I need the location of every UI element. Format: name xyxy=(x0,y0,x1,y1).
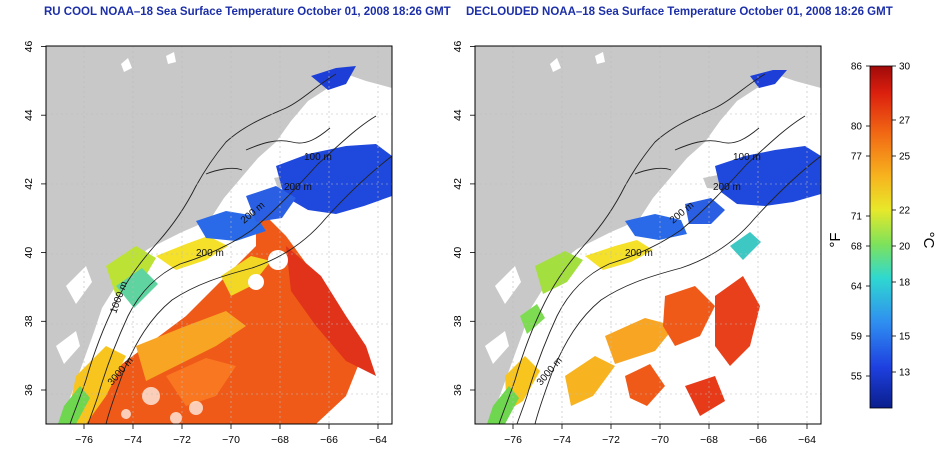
celsius-tick-label: 20 xyxy=(899,242,911,253)
left-axes: −76 −74 −72 −70 −68 −66 −64 36 38 40 42 44 46 xyxy=(23,41,387,446)
fahrenheit-unit-label: °F xyxy=(827,232,844,247)
right-map-panel: 100 m 200 m 200 m 200 m 3000 m xyxy=(475,46,821,424)
y-tick-label: 42 xyxy=(23,178,35,190)
y-tick-label: 44 xyxy=(23,109,35,121)
fahrenheit-tick-label: 71 xyxy=(851,212,863,223)
y-tick-label: 40 xyxy=(452,247,464,259)
x-tick-label: −70 xyxy=(651,434,669,446)
y-tick-label: 38 xyxy=(452,315,464,327)
right-axes: −76 −74 −72 −70 −68 −66 −64 36 38 40 42 44 46 xyxy=(452,41,816,446)
x-tick-label: −64 xyxy=(798,434,816,446)
celsius-unit-label: °C xyxy=(920,232,937,249)
celsius-tick-label: 30 xyxy=(899,62,911,73)
contour-label: 200 m xyxy=(284,182,312,193)
x-tick-label: −72 xyxy=(602,434,620,446)
left-map-panel: 100 m 200 m 200 m 200 m 1000 m 3000 m xyxy=(46,46,392,424)
y-tick-label: 36 xyxy=(452,384,464,396)
y-tick-label: 44 xyxy=(452,109,464,121)
x-tick-label: −68 xyxy=(700,434,718,446)
right-sst-field xyxy=(487,70,821,424)
contour-label: 100 m xyxy=(733,152,761,163)
right-map-title: DECLOUDED NOAA–18 Sea Surface Temperatur… xyxy=(466,6,893,18)
contour-label: 100 m xyxy=(304,152,332,163)
fahrenheit-tick-label: 59 xyxy=(851,332,863,343)
x-tick-label: −76 xyxy=(504,434,522,446)
fahrenheit-tick-label: 77 xyxy=(851,152,863,163)
x-tick-label: −64 xyxy=(369,434,387,446)
y-tick-label: 36 xyxy=(23,384,35,396)
celsius-tick-label: 27 xyxy=(899,116,911,127)
celsius-tick-label: 25 xyxy=(899,152,911,163)
y-tick-label: 40 xyxy=(23,247,35,259)
y-tick-label: 42 xyxy=(452,178,464,190)
x-tick-label: −70 xyxy=(222,434,240,446)
x-tick-label: −72 xyxy=(173,434,191,446)
x-tick-label: −74 xyxy=(553,434,571,446)
x-tick-label: −66 xyxy=(320,434,338,446)
x-tick-label: −68 xyxy=(271,434,289,446)
left-sst-field xyxy=(58,66,392,424)
left-map-title: RU COOL NOAA–18 Sea Surface Temperature … xyxy=(44,6,451,18)
x-tick-label: −76 xyxy=(75,434,93,446)
fahrenheit-tick-label: 80 xyxy=(851,122,863,133)
x-tick-label: −66 xyxy=(749,434,767,446)
left-map-frame xyxy=(45,45,393,425)
right-map-frame xyxy=(474,45,822,425)
contour-label: 200 m xyxy=(196,248,224,259)
fahrenheit-tick-label: 86 xyxy=(851,62,863,73)
colorbar: 30 27 25 22 20 18 15 13 86 80 77 71 68 64 59 55 °F °C xyxy=(827,62,937,409)
contour-label: 200 m xyxy=(713,182,741,193)
celsius-tick-label: 22 xyxy=(899,206,911,217)
y-tick-label: 38 xyxy=(23,315,35,327)
y-tick-label: 46 xyxy=(23,41,35,53)
celsius-tick-label: 18 xyxy=(899,278,911,289)
x-tick-label: −74 xyxy=(124,434,142,446)
y-tick-label: 46 xyxy=(452,41,464,53)
contour-label: 200 m xyxy=(625,248,653,259)
celsius-tick-label: 15 xyxy=(899,332,911,343)
fahrenheit-tick-label: 55 xyxy=(851,372,863,383)
fahrenheit-tick-label: 68 xyxy=(851,242,863,253)
celsius-tick-label: 13 xyxy=(899,368,911,379)
fahrenheit-tick-label: 64 xyxy=(851,282,863,293)
